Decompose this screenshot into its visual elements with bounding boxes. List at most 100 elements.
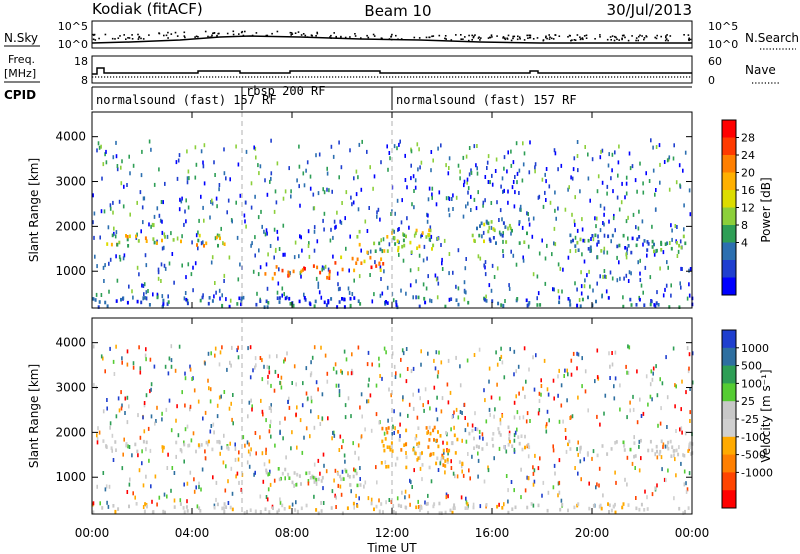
- echo-cell: [684, 150, 687, 155]
- echo-cell: [211, 201, 214, 206]
- echo-cell: [676, 254, 679, 258]
- echo-cell: [472, 502, 475, 507]
- echo-cell: [499, 433, 502, 437]
- echo-cell: [412, 406, 415, 411]
- echo-cell: [321, 265, 324, 270]
- echo-cell: [528, 445, 531, 449]
- echo-cell: [316, 265, 319, 270]
- nsearch-dot: [438, 34, 441, 37]
- echo-cell: [280, 375, 283, 380]
- echo-cell: [142, 415, 144, 420]
- x-tick-label: 00:00: [75, 526, 110, 540]
- echo-cell: [369, 273, 371, 277]
- echo-cell: [106, 406, 108, 411]
- echo-cell: [473, 353, 476, 357]
- echo-cell: [663, 477, 666, 482]
- echo-cell: [470, 194, 472, 199]
- nsearch-dot: [548, 38, 551, 40]
- echo-cell: [142, 483, 145, 488]
- echo-cell: [170, 428, 173, 433]
- echo-cell: [610, 447, 613, 451]
- echo-cell: [397, 245, 400, 250]
- echo-cell: [156, 206, 159, 211]
- echo-cell: [353, 505, 355, 510]
- echo-cell: [305, 426, 308, 431]
- echo-cell: [570, 175, 572, 180]
- echo-cell: [639, 278, 642, 282]
- echo-cell: [614, 441, 617, 445]
- nsearch-dot: [687, 34, 690, 36]
- nsearch-dot: [418, 37, 421, 39]
- echo-cell: [534, 162, 537, 167]
- echo-cell: [662, 442, 665, 447]
- echo-cell: [285, 295, 288, 300]
- echo-cell: [412, 366, 415, 371]
- echo-cell: [193, 388, 196, 393]
- echo-cell: [185, 505, 188, 509]
- echo-cell: [250, 398, 252, 403]
- echo-cell: [160, 279, 162, 283]
- echo-cell: [415, 505, 418, 510]
- echo-cell: [357, 299, 360, 303]
- echo-cell: [226, 445, 229, 450]
- echo-cell: [402, 238, 405, 243]
- echo-cell: [186, 180, 189, 185]
- echo-cell: [427, 197, 430, 202]
- echo-cell: [606, 184, 609, 189]
- echo-cell: [120, 390, 122, 395]
- echo-cell: [203, 218, 205, 223]
- echo-cell: [483, 388, 485, 393]
- echo-cell: [450, 297, 453, 301]
- echo-cell: [632, 212, 635, 217]
- echo-cell: [376, 214, 378, 219]
- echo-cell: [587, 295, 589, 300]
- echo-cell: [276, 290, 279, 295]
- echo-cell: [165, 407, 168, 412]
- echo-cell: [416, 246, 419, 250]
- echo-cell: [147, 426, 150, 431]
- nsearch-dot: [487, 37, 490, 39]
- echo-cell: [473, 446, 475, 450]
- colorbar-tick-label: 12: [741, 202, 755, 215]
- echo-cell: [203, 143, 206, 148]
- echo-cell: [386, 445, 389, 449]
- echo-cell: [414, 178, 417, 183]
- echo-cell: [350, 195, 352, 200]
- echo-cell: [140, 229, 142, 234]
- echo-cell: [459, 169, 461, 174]
- echo-cell: [230, 401, 232, 406]
- echo-cell: [629, 297, 632, 302]
- echo-cell: [275, 247, 277, 252]
- nsearch-dot: [425, 36, 428, 39]
- echo-cell: [603, 246, 606, 251]
- echo-cell: [603, 269, 606, 273]
- echo-cell: [433, 438, 435, 442]
- echo-cell: [588, 481, 590, 486]
- echo-cell: [570, 372, 573, 377]
- echo-cell: [633, 435, 635, 440]
- echo-cell: [599, 155, 602, 160]
- echo-cell: [602, 274, 604, 279]
- cpid-segment-label: normalsound (fast) 157 RF: [396, 93, 577, 107]
- echo-cell: [238, 296, 241, 301]
- echo-cell: [219, 236, 221, 241]
- echo-cell: [292, 303, 295, 308]
- echo-cell: [236, 471, 239, 476]
- echo-cell: [160, 262, 163, 267]
- echo-cell: [679, 183, 681, 188]
- echo-cell: [596, 375, 599, 380]
- echo-cell: [335, 224, 337, 229]
- echo-cell: [537, 466, 540, 471]
- echo-cell: [131, 289, 133, 294]
- echo-cell: [432, 452, 435, 456]
- echo-cell: [437, 146, 439, 151]
- echo-cell: [397, 227, 399, 232]
- nsearch-dot: [304, 34, 307, 37]
- echo-cell: [109, 206, 112, 211]
- echo-cell: [441, 267, 444, 271]
- echo-cell: [357, 456, 360, 461]
- echo-cell: [119, 257, 122, 262]
- echo-cell: [265, 228, 268, 233]
- echo-cell: [128, 504, 130, 509]
- echo-cell: [301, 248, 303, 253]
